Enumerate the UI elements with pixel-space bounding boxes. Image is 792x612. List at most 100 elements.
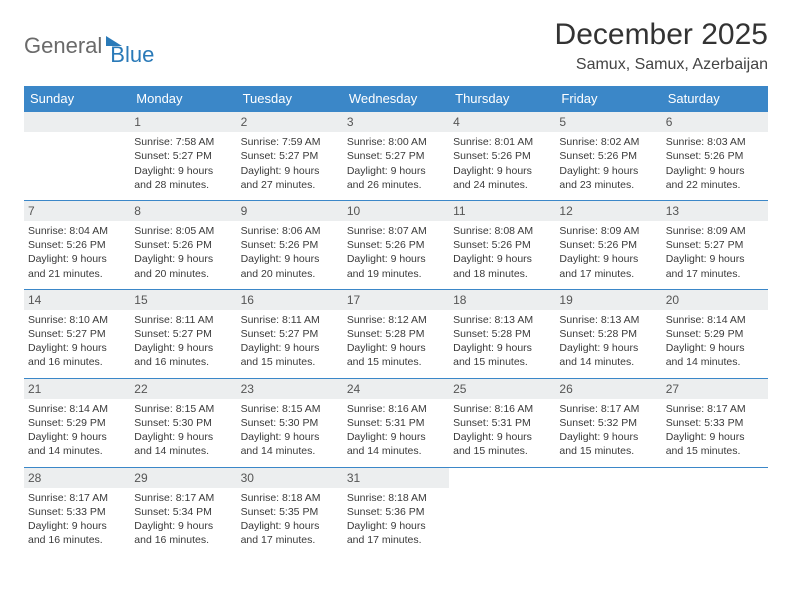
day-number: 25: [449, 379, 555, 399]
day-number: 1: [130, 112, 236, 132]
day-number: 5: [555, 112, 661, 132]
month-title: December 2025: [555, 18, 768, 52]
calendar-cell: 11 Sunrise: 8:08 AMSunset: 5:26 PMDayligh…: [449, 200, 555, 289]
calendar-cell: [555, 467, 661, 555]
day-number: 22: [130, 379, 236, 399]
brand-part1: General: [24, 33, 102, 59]
day-number: 30: [237, 468, 343, 488]
day-number: 31: [343, 468, 449, 488]
weekday-header: Tuesday: [237, 86, 343, 112]
day-info: Sunrise: 8:06 AMSunset: 5:26 PMDaylight:…: [241, 224, 339, 281]
calendar-cell: 18 Sunrise: 8:13 AMSunset: 5:28 PMDayligh…: [449, 289, 555, 378]
calendar-cell: 25 Sunrise: 8:16 AMSunset: 5:31 PMDayligh…: [449, 378, 555, 467]
weekday-header: Wednesday: [343, 86, 449, 112]
calendar-cell: 2Sunrise: 7:59 AMSunset: 5:27 PMDaylight…: [237, 112, 343, 201]
calendar-cell: 6 Sunrise: 8:03 AMSunset: 5:26 PMDaylight…: [662, 112, 768, 201]
calendar-cell: 22Sunrise: 8:15 AMSunset: 5:30 PMDayligh…: [130, 378, 236, 467]
calendar-cell: 24 Sunrise: 8:16 AMSunset: 5:31 PMDayligh…: [343, 378, 449, 467]
day-info: Sunrise: 8:18 AMSunset: 5:36 PMDaylight:…: [347, 491, 445, 548]
calendar-cell: [449, 467, 555, 555]
brand-logo: General Blue: [24, 24, 154, 68]
calendar-cell: 31 Sunrise: 8:18 AMSunset: 5:36 PMDayligh…: [343, 467, 449, 555]
day-number: 21: [24, 379, 130, 399]
day-number: 17: [343, 290, 449, 310]
calendar-cell: 17 Sunrise: 8:12 AMSunset: 5:28 PMDayligh…: [343, 289, 449, 378]
day-number: 23: [237, 379, 343, 399]
day-number-empty: [24, 112, 130, 132]
calendar-cell: 1 Sunrise: 7:58 AMSunset: 5:27 PMDaylight…: [130, 112, 236, 201]
day-info: Sunrise: 8:11 AMSunset: 5:27 PMDaylight:…: [134, 313, 232, 370]
day-info: Sunrise: 8:14 AMSunset: 5:29 PMDaylight:…: [28, 402, 126, 459]
day-info: Sunrise: 8:13 AMSunset: 5:28 PMDaylight:…: [453, 313, 551, 370]
calendar-cell: 3 Sunrise: 8:00 AMSunset: 5:27 PMDaylight…: [343, 112, 449, 201]
day-number: 28: [24, 468, 130, 488]
weekday-header: Friday: [555, 86, 661, 112]
day-info: Sunrise: 7:58 AMSunset: 5:27 PMDaylight:…: [134, 135, 232, 192]
calendar-cell: 9 Sunrise: 8:06 AMSunset: 5:26 PMDaylight…: [237, 200, 343, 289]
calendar-table: SundayMondayTuesdayWednesdayThursdayFrid…: [24, 86, 768, 555]
calendar-cell: 8 Sunrise: 8:05 AMSunset: 5:26 PMDaylight…: [130, 200, 236, 289]
day-info: Sunrise: 8:15 AMSunset: 5:30 PMDaylight:…: [241, 402, 339, 459]
day-number: 19: [555, 290, 661, 310]
day-info: Sunrise: 8:08 AMSunset: 5:26 PMDaylight:…: [453, 224, 551, 281]
day-number: 13: [662, 201, 768, 221]
calendar-body: 1 Sunrise: 7:58 AMSunset: 5:27 PMDaylight…: [24, 112, 768, 556]
location: Samux, Samux, Azerbaijan: [555, 56, 768, 74]
day-info: Sunrise: 8:03 AMSunset: 5:26 PMDaylight:…: [666, 135, 764, 192]
calendar-cell: 19 Sunrise: 8:13 AMSunset: 5:28 PMDayligh…: [555, 289, 661, 378]
calendar-cell: 26 Sunrise: 8:17 AMSunset: 5:32 PMDayligh…: [555, 378, 661, 467]
day-info: Sunrise: 8:16 AMSunset: 5:31 PMDaylight:…: [453, 402, 551, 459]
calendar-cell: 12Sunrise: 8:09 AMSunset: 5:26 PMDayligh…: [555, 200, 661, 289]
day-info: Sunrise: 8:02 AMSunset: 5:26 PMDaylight:…: [559, 135, 657, 192]
calendar-cell: 23 Sunrise: 8:15 AMSunset: 5:30 PMDayligh…: [237, 378, 343, 467]
day-info: Sunrise: 8:11 AMSunset: 5:27 PMDaylight:…: [241, 313, 339, 370]
day-number: 20: [662, 290, 768, 310]
calendar-cell: [24, 112, 130, 201]
header: General Blue December 2025 Samux, Samux,…: [24, 18, 768, 74]
day-number: 24: [343, 379, 449, 399]
day-info: Sunrise: 8:12 AMSunset: 5:28 PMDaylight:…: [347, 313, 445, 370]
day-number: 14: [24, 290, 130, 310]
calendar-cell: 13Sunrise: 8:09 AMSunset: 5:27 PMDayligh…: [662, 200, 768, 289]
day-info: Sunrise: 8:17 AMSunset: 5:32 PMDaylight:…: [559, 402, 657, 459]
day-number: 16: [237, 290, 343, 310]
calendar-cell: 10Sunrise: 8:07 AMSunset: 5:26 PMDayligh…: [343, 200, 449, 289]
calendar-head: SundayMondayTuesdayWednesdayThursdayFrid…: [24, 86, 768, 112]
day-number: 8: [130, 201, 236, 221]
calendar-cell: [662, 467, 768, 555]
day-info: Sunrise: 8:05 AMSunset: 5:26 PMDaylight:…: [134, 224, 232, 281]
day-number: 18: [449, 290, 555, 310]
calendar-cell: 7Sunrise: 8:04 AMSunset: 5:26 PMDaylight…: [24, 200, 130, 289]
calendar-cell: 21 Sunrise: 8:14 AMSunset: 5:29 PMDayligh…: [24, 378, 130, 467]
day-number: 26: [555, 379, 661, 399]
weekday-header: Thursday: [449, 86, 555, 112]
calendar-cell: 16 Sunrise: 8:11 AMSunset: 5:27 PMDayligh…: [237, 289, 343, 378]
calendar-cell: 29 Sunrise: 8:17 AMSunset: 5:34 PMDayligh…: [130, 467, 236, 555]
day-info: Sunrise: 8:04 AMSunset: 5:26 PMDaylight:…: [28, 224, 126, 281]
day-info: Sunrise: 8:13 AMSunset: 5:28 PMDaylight:…: [559, 313, 657, 370]
calendar-cell: 5 Sunrise: 8:02 AMSunset: 5:26 PMDaylight…: [555, 112, 661, 201]
day-number: 11: [449, 201, 555, 221]
calendar-cell: 28Sunrise: 8:17 AMSunset: 5:33 PMDayligh…: [24, 467, 130, 555]
day-info: Sunrise: 8:17 AMSunset: 5:34 PMDaylight:…: [134, 491, 232, 548]
day-number: 29: [130, 468, 236, 488]
day-info: Sunrise: 8:18 AMSunset: 5:35 PMDaylight:…: [241, 491, 339, 548]
day-info: Sunrise: 8:16 AMSunset: 5:31 PMDaylight:…: [347, 402, 445, 459]
day-number: 4: [449, 112, 555, 132]
day-number: 12: [555, 201, 661, 221]
calendar-cell: 20 Sunrise: 8:14 AMSunset: 5:29 PMDayligh…: [662, 289, 768, 378]
day-number: 10: [343, 201, 449, 221]
calendar-cell: 27Sunrise: 8:17 AMSunset: 5:33 PMDayligh…: [662, 378, 768, 467]
weekday-header: Sunday: [24, 86, 130, 112]
day-info: Sunrise: 8:01 AMSunset: 5:26 PMDaylight:…: [453, 135, 551, 192]
calendar-cell: 15Sunrise: 8:11 AMSunset: 5:27 PMDayligh…: [130, 289, 236, 378]
brand-part2: Blue: [110, 42, 154, 68]
day-info: Sunrise: 8:14 AMSunset: 5:29 PMDaylight:…: [666, 313, 764, 370]
day-number: 27: [662, 379, 768, 399]
calendar-cell: 30 Sunrise: 8:18 AMSunset: 5:35 PMDayligh…: [237, 467, 343, 555]
day-number: 3: [343, 112, 449, 132]
day-number: 6: [662, 112, 768, 132]
day-number: 2: [237, 112, 343, 132]
day-info: Sunrise: 8:00 AMSunset: 5:27 PMDaylight:…: [347, 135, 445, 192]
day-number: 9: [237, 201, 343, 221]
